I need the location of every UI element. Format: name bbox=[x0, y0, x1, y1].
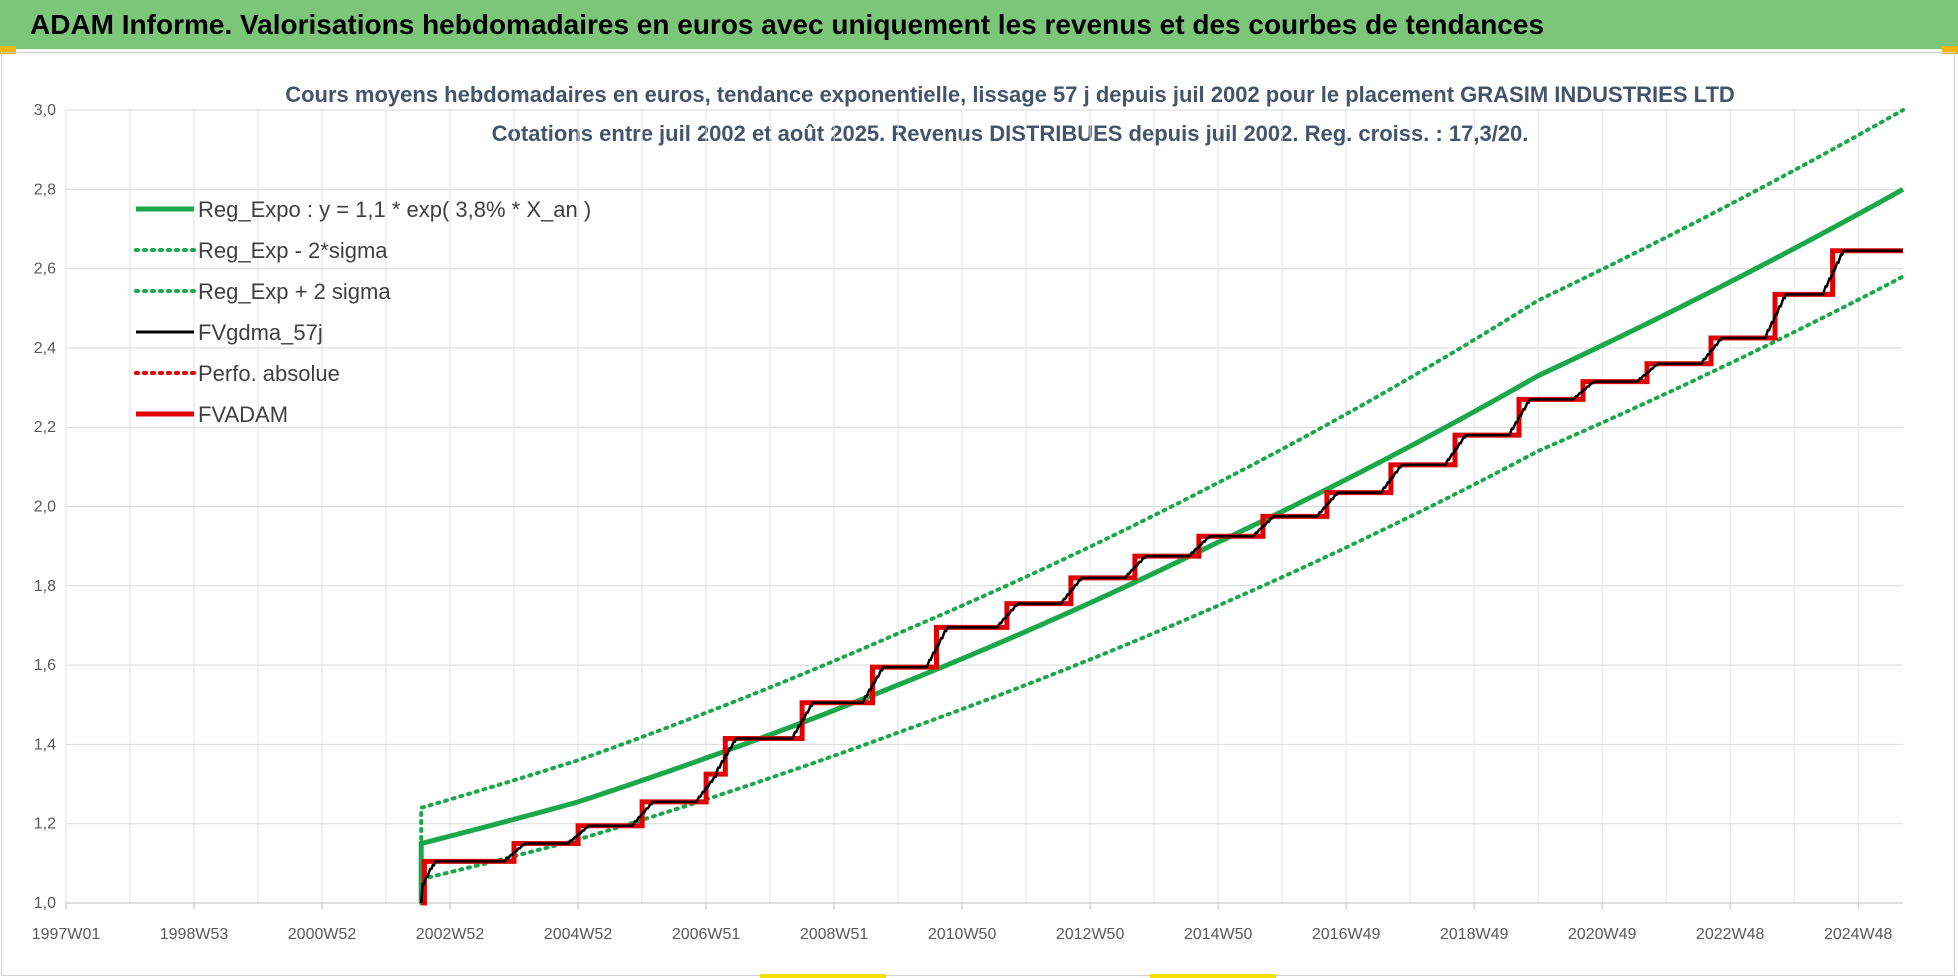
reg-minus-2sigma-line bbox=[419, 274, 1905, 905]
banner-corner-right bbox=[1942, 46, 1958, 54]
x-tick-label: 1997W01 bbox=[32, 926, 101, 943]
chart-title: Cours moyens hebdomadaires en euros, ten… bbox=[285, 82, 1735, 107]
bottom-marker-2 bbox=[1150, 974, 1276, 978]
x-tick-label: 2018W49 bbox=[1440, 926, 1509, 943]
y-tick-label: 2,8 bbox=[34, 181, 56, 198]
chart-subtitle: Cotations entre juil 2002 et août 2025. … bbox=[492, 121, 1529, 146]
x-tick-label: 2012W50 bbox=[1056, 926, 1125, 943]
y-tick-label: 2,0 bbox=[34, 499, 56, 516]
fvgdma-line bbox=[419, 249, 1903, 904]
y-axis-ticks: 1,0 1,2 1,4 1,6 1,8 2,0 2,2 2,4 2,6 2,8 3,0 bbox=[34, 102, 56, 912]
bottom-marker-1 bbox=[760, 974, 886, 978]
x-tick-label: 2020W49 bbox=[1568, 926, 1637, 943]
legend-label: FVADAM bbox=[198, 402, 288, 427]
y-tick-label: 1,6 bbox=[34, 657, 56, 674]
y-tick-label: 2,2 bbox=[34, 419, 56, 436]
chart-frame bbox=[1, 52, 1955, 976]
legend: Reg_Expo : y = 1,1 * exp( 3,8% * X_an ) R… bbox=[134, 197, 591, 427]
banner-title: ADAM Informe. Valorisations hebdomadaire… bbox=[0, 0, 1958, 49]
y-tick-label: 2,4 bbox=[34, 340, 56, 357]
x-axis-ticks: 1997W01 1998W53 2000W52 2002W52 2004W52 2006W… bbox=[32, 903, 1893, 943]
reg-expo-line bbox=[418, 187, 1905, 903]
legend-label: Perfo. absolue bbox=[198, 361, 340, 386]
grid bbox=[65, 109, 1903, 904]
banner-corner-left bbox=[0, 46, 16, 54]
legend-label: FVgdma_57j bbox=[198, 320, 323, 345]
legend-label: Reg_Exp - 2*sigma bbox=[198, 238, 388, 263]
series-group bbox=[418, 108, 1905, 906]
x-tick-label: 2002W52 bbox=[416, 926, 485, 943]
x-tick-label: 2004W52 bbox=[544, 926, 613, 943]
x-tick-label: 2016W49 bbox=[1312, 926, 1381, 943]
y-tick-label: 3,0 bbox=[34, 102, 56, 119]
x-tick-label: 1998W53 bbox=[160, 926, 229, 943]
x-tick-label: 2008W51 bbox=[800, 926, 869, 943]
y-tick-label: 1,8 bbox=[34, 578, 56, 595]
legend-label: Reg_Expo : y = 1,1 * exp( 3,8% * X_an ) bbox=[198, 197, 591, 222]
y-tick-label: 2,6 bbox=[34, 261, 56, 278]
y-tick-label: 1,0 bbox=[34, 895, 56, 912]
y-tick-label: 1,2 bbox=[34, 816, 56, 833]
x-tick-label: 2000W52 bbox=[288, 926, 357, 943]
y-tick-label: 1,4 bbox=[34, 736, 56, 753]
fvadam-line bbox=[421, 248, 1903, 906]
legend-label: Reg_Exp + 2 sigma bbox=[198, 279, 391, 304]
x-tick-label: 2022W48 bbox=[1696, 926, 1765, 943]
x-tick-label: 2006W51 bbox=[672, 926, 741, 943]
x-tick-label: 2010W50 bbox=[928, 926, 997, 943]
x-tick-label: 2024W48 bbox=[1824, 926, 1893, 943]
x-tick-label: 2014W50 bbox=[1184, 926, 1253, 943]
reg-plus-2sigma-line bbox=[419, 108, 1905, 905]
